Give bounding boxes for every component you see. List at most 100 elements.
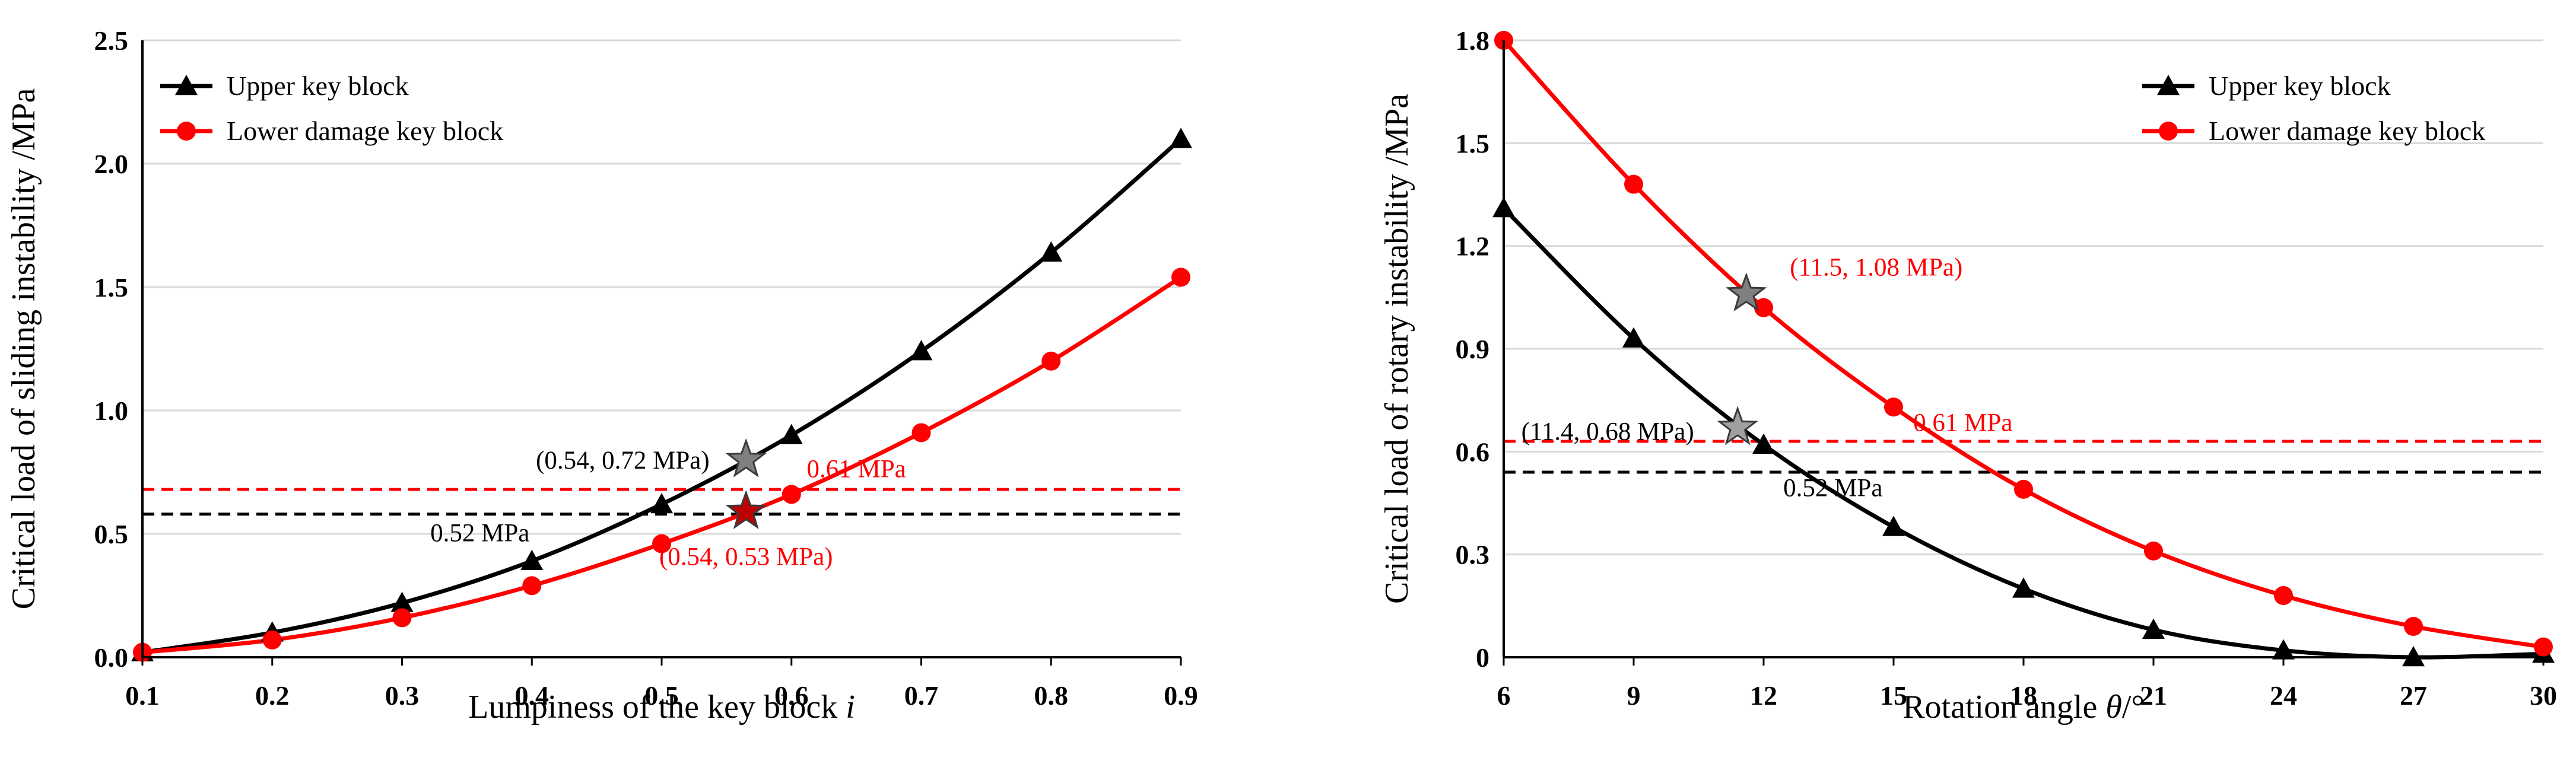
y-tick-label: 1.5 <box>94 272 129 303</box>
legend: Upper key block Lower damage key block <box>2142 71 2485 146</box>
x-tick-label: 0.3 <box>385 680 420 711</box>
y-tick-label: 2.0 <box>94 149 129 179</box>
data-point <box>2144 541 2163 561</box>
star-marker <box>1726 272 1767 311</box>
x-tick-label: 0.2 <box>255 680 290 711</box>
x-tick-label: 0.7 <box>904 680 939 711</box>
legend-marker <box>2157 75 2180 96</box>
data-point <box>910 340 933 361</box>
grid <box>1504 39 2543 556</box>
data-point <box>392 608 412 628</box>
star-label: (11.5, 1.08 MPa) <box>1790 253 1962 281</box>
axis-titles: Critical load of rotary instability /MPa… <box>1378 94 2145 725</box>
x-tick-label: 0.4 <box>515 680 549 711</box>
x-axis-title-text: Rotation angle <box>1902 689 2105 725</box>
axis-titles: Critical load of sliding instability /MP… <box>5 88 855 725</box>
series-markers <box>131 128 1192 662</box>
star-label: (11.4, 0.68 MPa) <box>1522 418 1694 446</box>
star-markers <box>725 438 767 529</box>
grid <box>142 39 1181 535</box>
data-point <box>911 423 931 443</box>
y-tick-label: 0.9 <box>1456 334 1490 364</box>
x-tick-label: 0.6 <box>774 680 809 711</box>
x-tick-label: 0.9 <box>1164 680 1198 711</box>
data-point <box>650 493 673 514</box>
y-tick-label: 0.5 <box>94 519 129 549</box>
reference-line-label: 0.61 MPa <box>1913 409 2012 437</box>
data-point <box>2142 618 2165 639</box>
data-point <box>780 424 803 444</box>
data-point <box>1754 298 1773 317</box>
y-tick-label: 0.3 <box>1456 540 1490 570</box>
data-point <box>2404 617 2423 636</box>
reference-line-label: 0.61 MPa <box>807 455 906 483</box>
star-markers <box>1717 272 1767 445</box>
y-tick-label: 1.8 <box>1456 26 1490 56</box>
legend-marker <box>177 122 196 141</box>
series-line <box>1502 206 2544 660</box>
data-point <box>1170 128 1192 148</box>
data-point <box>1884 397 1903 417</box>
data-point <box>2274 586 2293 605</box>
star-marker <box>1717 406 1758 445</box>
x-tick-label: 21 <box>2140 680 2167 711</box>
x-tick-label: 0.1 <box>125 680 160 711</box>
data-point <box>652 534 671 553</box>
x-tick-label: 15 <box>1880 680 1907 711</box>
y-tick-label: 0.6 <box>1456 437 1490 467</box>
star-label: (0.54, 0.53 MPa) <box>659 543 833 571</box>
legend-label: Lower damage key block <box>2209 116 2485 146</box>
star-marker <box>725 438 767 478</box>
axes <box>1503 40 2545 666</box>
x-tick-label: 6 <box>1497 680 1511 711</box>
data-point <box>1882 515 1905 536</box>
reference-line-label: 0.52 MPa <box>1783 474 1882 502</box>
data-point <box>1622 327 1645 348</box>
data-point <box>522 576 542 596</box>
data-point <box>2014 479 2033 499</box>
data-point <box>520 549 544 570</box>
series-lines <box>1502 39 2544 660</box>
chart-rotary: 0 0.3 0.6 0.9 1.2 1.5 1.8 6 9 12 15 18 21 24 27 30 0.61… <box>1378 26 2557 725</box>
series-lines <box>142 137 1183 655</box>
y-tick-label: 0 <box>1476 642 1489 673</box>
x-axis-variable: i <box>846 689 855 725</box>
star-label: (0.54, 0.72 MPa) <box>536 447 710 475</box>
y-tick-label: 1.0 <box>94 396 129 426</box>
legend-label: Lower damage key block <box>227 116 503 146</box>
x-axis-title: Lumpiness of the key block i <box>468 689 855 725</box>
series-markers <box>1492 31 2555 667</box>
tick-labels: 0 0.3 0.6 0.9 1.2 1.5 1.8 6 9 12 15 18 21 24 27 30 <box>1456 26 2558 711</box>
series-line <box>1502 39 2544 650</box>
x-tick-label: 27 <box>2400 680 2427 711</box>
x-axis-title-text: Lumpiness of the key block <box>468 689 846 725</box>
annotations: 0.61 MPa 0.52 MPa (11.5, 1.08 MPa) (11.4, 0… <box>1522 253 2013 502</box>
tick-labels: 0.0 0.5 1.0 1.5 2.0 2.5 0.1 0.2 0.3 0.4 0.5 0.6 0.7 0… <box>94 26 1198 711</box>
x-axis-unit: /° <box>2122 689 2145 725</box>
y-tick-label: 1.2 <box>1456 231 1490 262</box>
data-point <box>2272 639 2295 660</box>
x-axis-variable: θ <box>2105 689 2122 725</box>
data-point <box>390 591 414 612</box>
data-point <box>262 630 282 650</box>
chart-sliding: 0.0 0.5 1.0 1.5 2.0 2.5 0.1 0.2 0.3 0.4 0.5 0.6 0.7 0… <box>5 26 1198 725</box>
data-point <box>1041 351 1061 371</box>
data-point <box>2534 637 2553 657</box>
reference-lines <box>1504 440 2543 474</box>
x-tick-label: 0.5 <box>644 680 679 711</box>
legend: Upper key block Lower damage key block <box>160 71 503 146</box>
x-tick-label: 0.8 <box>1034 680 1069 711</box>
reference-line-label: 0.52 MPa <box>430 519 529 547</box>
x-tick-label: 18 <box>2010 680 2037 711</box>
annotations: 0.61 MPa 0.52 MPa (0.54, 0.72 MPa) (0.54, 0… <box>430 447 906 571</box>
x-tick-label: 9 <box>1627 680 1641 711</box>
x-tick-label: 24 <box>2270 680 2297 711</box>
data-point <box>782 485 801 504</box>
legend-label: Upper key block <box>227 71 409 101</box>
legend-marker <box>175 75 198 96</box>
legend-label: Upper key block <box>2209 71 2391 101</box>
legend-marker <box>2159 122 2178 141</box>
y-tick-label: 0.0 <box>94 642 129 673</box>
x-tick-label: 30 <box>2530 680 2557 711</box>
